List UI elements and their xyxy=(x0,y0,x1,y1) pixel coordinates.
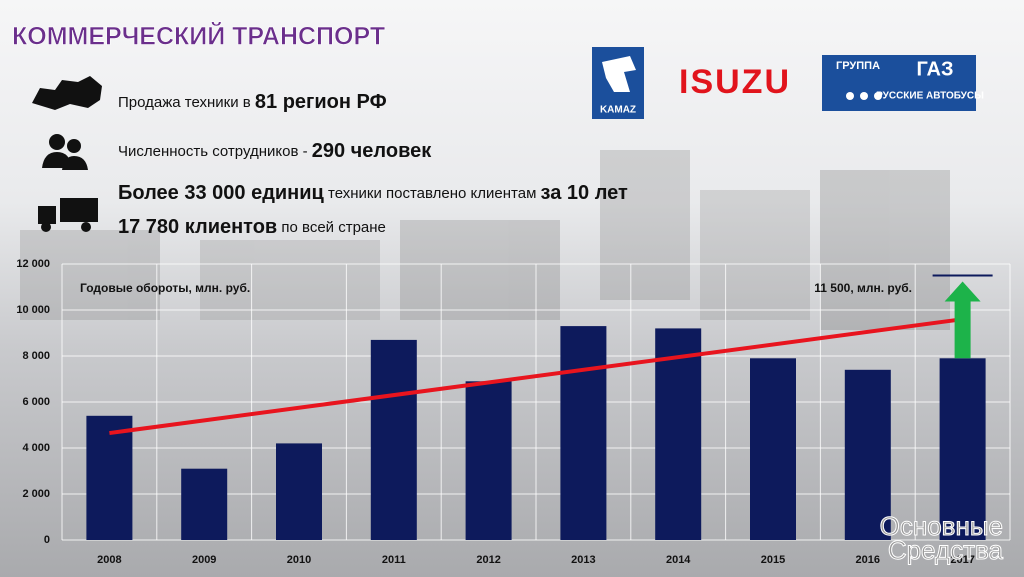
info-line: 17 780 клиентов по всей стране xyxy=(118,216,386,238)
x-tick-label: 2016 xyxy=(856,554,880,566)
bar xyxy=(181,468,228,540)
x-tick-label: 2012 xyxy=(476,554,500,566)
info-line: Более 33 000 единиц техники поставлено к… xyxy=(118,182,628,204)
bar xyxy=(939,358,986,540)
y-tick-label: 6 000 xyxy=(22,396,50,408)
watermark: Основные xyxy=(880,511,1003,541)
russia-icon xyxy=(32,76,102,110)
growth-arrow xyxy=(944,281,981,359)
info-line: Численность сотрудников - 290 человек xyxy=(118,140,432,162)
bar xyxy=(276,443,322,540)
gaz-logo xyxy=(822,55,976,111)
gaz-emblems xyxy=(846,92,882,100)
chart-annotation: Годовые обороты, млн. руб. xyxy=(80,281,250,295)
info-line: Продажа техники в 81 регион РФ xyxy=(118,91,387,113)
info-part: Продажа техники в xyxy=(118,94,255,111)
gaz-group: ГРУППА xyxy=(836,60,880,72)
info-part: Численность сотрудников - xyxy=(118,143,312,160)
watermark: Средства xyxy=(888,535,1004,565)
people-icon xyxy=(42,134,88,170)
bar xyxy=(750,358,796,540)
y-tick-label: 2 000 xyxy=(22,488,50,500)
kamaz-text: KAMAZ xyxy=(600,105,636,116)
info-part: Более 33 000 единиц xyxy=(118,182,325,204)
y-tick-label: 10 000 xyxy=(16,304,50,316)
x-tick-label: 2009 xyxy=(192,554,216,566)
y-tick-label: 4 000 xyxy=(22,442,50,454)
x-tick-label: 2008 xyxy=(97,554,121,566)
truck-icon xyxy=(38,198,98,232)
info-part: техники поставлено клиентам xyxy=(324,185,541,202)
bar xyxy=(370,339,417,540)
info-part: 17 780 клиентов xyxy=(118,216,277,238)
x-tick-label: 2017 xyxy=(950,554,974,566)
y-tick-label: 12 000 xyxy=(16,258,50,270)
gaz-name: ГАЗ xyxy=(916,58,953,80)
background-trucks xyxy=(20,150,950,330)
title: КОММЕРЧЕСКИЙ ТРАНСПОРТ xyxy=(12,21,385,51)
y-tick-label: 8 000 xyxy=(22,350,50,362)
x-tick-label: 2010 xyxy=(287,554,311,566)
isuzu-logo: ISUZU xyxy=(679,63,791,101)
info-part: 81 регион РФ xyxy=(255,91,387,113)
info-part: по всей стране xyxy=(277,219,386,236)
bar xyxy=(86,415,133,540)
info-part: за 10 лет xyxy=(541,182,628,204)
x-tick-label: 2011 xyxy=(382,554,406,566)
bar xyxy=(560,326,607,540)
x-tick-label: 2015 xyxy=(761,554,785,566)
info-part: 290 человек xyxy=(312,140,432,162)
y-tick-label: 0 xyxy=(44,534,50,546)
target-label: 11 500, млн. руб. xyxy=(814,281,912,295)
x-tick-label: 2013 xyxy=(571,554,595,566)
trendline xyxy=(109,317,963,436)
chart: 0 2 000 4 000 6 000 8 000 10 000 12 000 2008 200… xyxy=(16,258,1011,566)
bar xyxy=(844,369,891,540)
gaz-buses: РУССКИЕ АВТОБУСЫ xyxy=(876,91,984,102)
kamaz-horse xyxy=(602,56,636,92)
x-tick-label: 2014 xyxy=(666,554,691,566)
bar xyxy=(465,381,512,540)
bar xyxy=(655,328,702,540)
